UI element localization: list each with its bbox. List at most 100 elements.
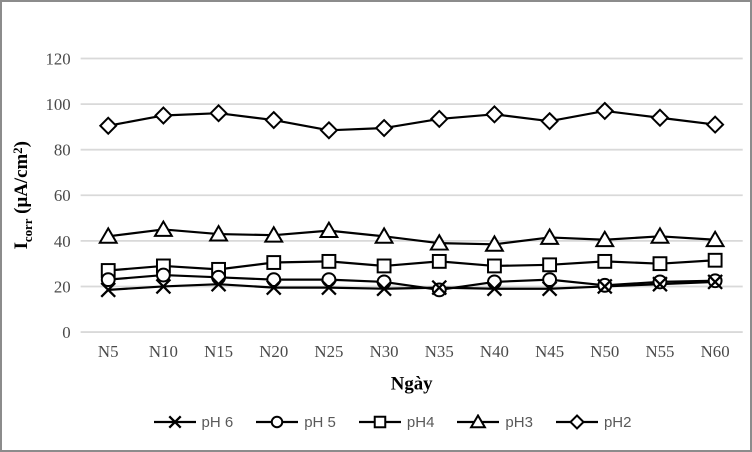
legend-item-ph2: pH2 [555, 413, 632, 431]
y-axis-title-part: ) [11, 141, 32, 147]
legend-label-ph5: pH 5 [304, 413, 336, 431]
series-markers-ph4 [100, 252, 723, 278]
legend-item-ph5: pH 5 [255, 414, 336, 431]
y-tick-label: 100 [45, 95, 70, 114]
diamond-marker [540, 111, 559, 131]
y-axis-title-part: (µA/cm [11, 154, 32, 219]
legend-label-ph6: pH 6 [201, 413, 234, 431]
series-line-ph2 [108, 109, 716, 132]
square-marker [652, 256, 668, 272]
x-tick-label: N40 [480, 342, 509, 361]
x-tick-label: N50 [590, 342, 619, 361]
x-tick-label: N25 [314, 342, 343, 361]
y-axis-title-part: I [11, 242, 32, 249]
legend-label-ph3: pH3 [505, 413, 533, 431]
y-tick-label: 80 [54, 141, 71, 160]
circle-marker [487, 274, 502, 290]
series-markers-ph2 [98, 101, 725, 140]
y-tick-label: 40 [54, 232, 71, 251]
diamond-marker [569, 414, 585, 430]
diamond-marker [705, 115, 725, 134]
square-marker [321, 253, 337, 269]
x-tick-label: N10 [149, 342, 178, 361]
diamond-marker [98, 116, 118, 136]
square-marker [431, 253, 447, 269]
x-marker [376, 280, 392, 297]
square-marker [487, 258, 502, 274]
x-tick-label: N5 [98, 342, 119, 361]
circle-marker-icon [256, 415, 299, 429]
series-markers-ph5 [100, 267, 723, 298]
triangle-marker [373, 226, 395, 244]
x-marker [707, 274, 723, 290]
triangle-marker [98, 226, 119, 244]
diamond-marker [319, 120, 339, 140]
x-marker-icon [153, 415, 196, 429]
x-tick-label: N60 [701, 342, 730, 361]
diamond-marker [154, 106, 173, 125]
y-tick-label: 120 [45, 49, 70, 68]
diamond-marker [595, 101, 615, 121]
circle-marker [100, 272, 116, 288]
y-tick-label: 60 [54, 186, 71, 205]
diamond-marker [485, 105, 504, 124]
y-axis-title-part: corr [21, 218, 35, 242]
x-marker [541, 280, 558, 297]
x-tick-label: N55 [645, 342, 674, 361]
circle-marker [270, 415, 284, 429]
triangle-marker [649, 226, 671, 244]
x-marker [321, 279, 337, 296]
triangle-marker [263, 225, 284, 243]
x-marker [210, 276, 227, 292]
y-axis-title: Icorr (µA/cm2) [11, 141, 35, 249]
triangle-marker [208, 224, 229, 242]
triangle-marker-icon [457, 414, 500, 429]
legend-item-ph4: pH4 [358, 413, 435, 431]
diamond-marker [650, 108, 670, 128]
diamond-marker-icon [555, 414, 598, 430]
square-marker [373, 415, 387, 429]
circle-marker [652, 274, 668, 290]
y-tick-label: 0 [62, 323, 70, 342]
x-tick-label: N20 [259, 342, 288, 361]
series-markers-ph6 [100, 274, 723, 298]
triangle-marker [484, 234, 505, 252]
diamond-marker [429, 109, 449, 129]
x-axis-title: Ngày [391, 374, 433, 395]
chart-legend: pH 6 pH 5 pH4 pH3 pH2 [42, 408, 742, 436]
x-marker [100, 282, 117, 298]
y-axis-title-part: 2 [11, 147, 25, 153]
series-line-ph5 [108, 273, 716, 291]
square-marker-icon [358, 415, 401, 429]
square-marker [266, 255, 282, 270]
square-marker [597, 253, 613, 269]
x-tick-label: N35 [425, 342, 454, 361]
series-line-ph6 [108, 280, 716, 291]
x-marker [597, 278, 613, 295]
circle-marker [376, 274, 392, 290]
triangle-marker [318, 220, 340, 239]
diamond-marker [209, 103, 228, 123]
x-marker [652, 276, 668, 292]
triangle-marker [153, 219, 174, 237]
x-marker [167, 415, 182, 429]
x-tick-label: N45 [535, 342, 564, 361]
x-marker [155, 278, 172, 295]
diamond-marker [374, 118, 394, 138]
x-marker [431, 279, 448, 296]
triangle-marker [539, 227, 560, 245]
legend-item-ph3: pH3 [456, 414, 533, 431]
triangle-marker [469, 414, 488, 429]
legend-label-ph2: pH2 [603, 413, 632, 431]
x-tick-label: N30 [370, 342, 399, 361]
triangle-marker [705, 229, 726, 248]
legend-label-ph4: pH4 [406, 413, 435, 431]
triangle-marker [429, 233, 450, 251]
x-tick-label: N15 [204, 342, 233, 361]
diamond-marker [264, 110, 284, 130]
series-line-ph3 [108, 228, 716, 246]
square-marker [376, 258, 392, 274]
circle-marker [542, 272, 558, 288]
legend-item-ph6: pH 6 [153, 413, 234, 431]
